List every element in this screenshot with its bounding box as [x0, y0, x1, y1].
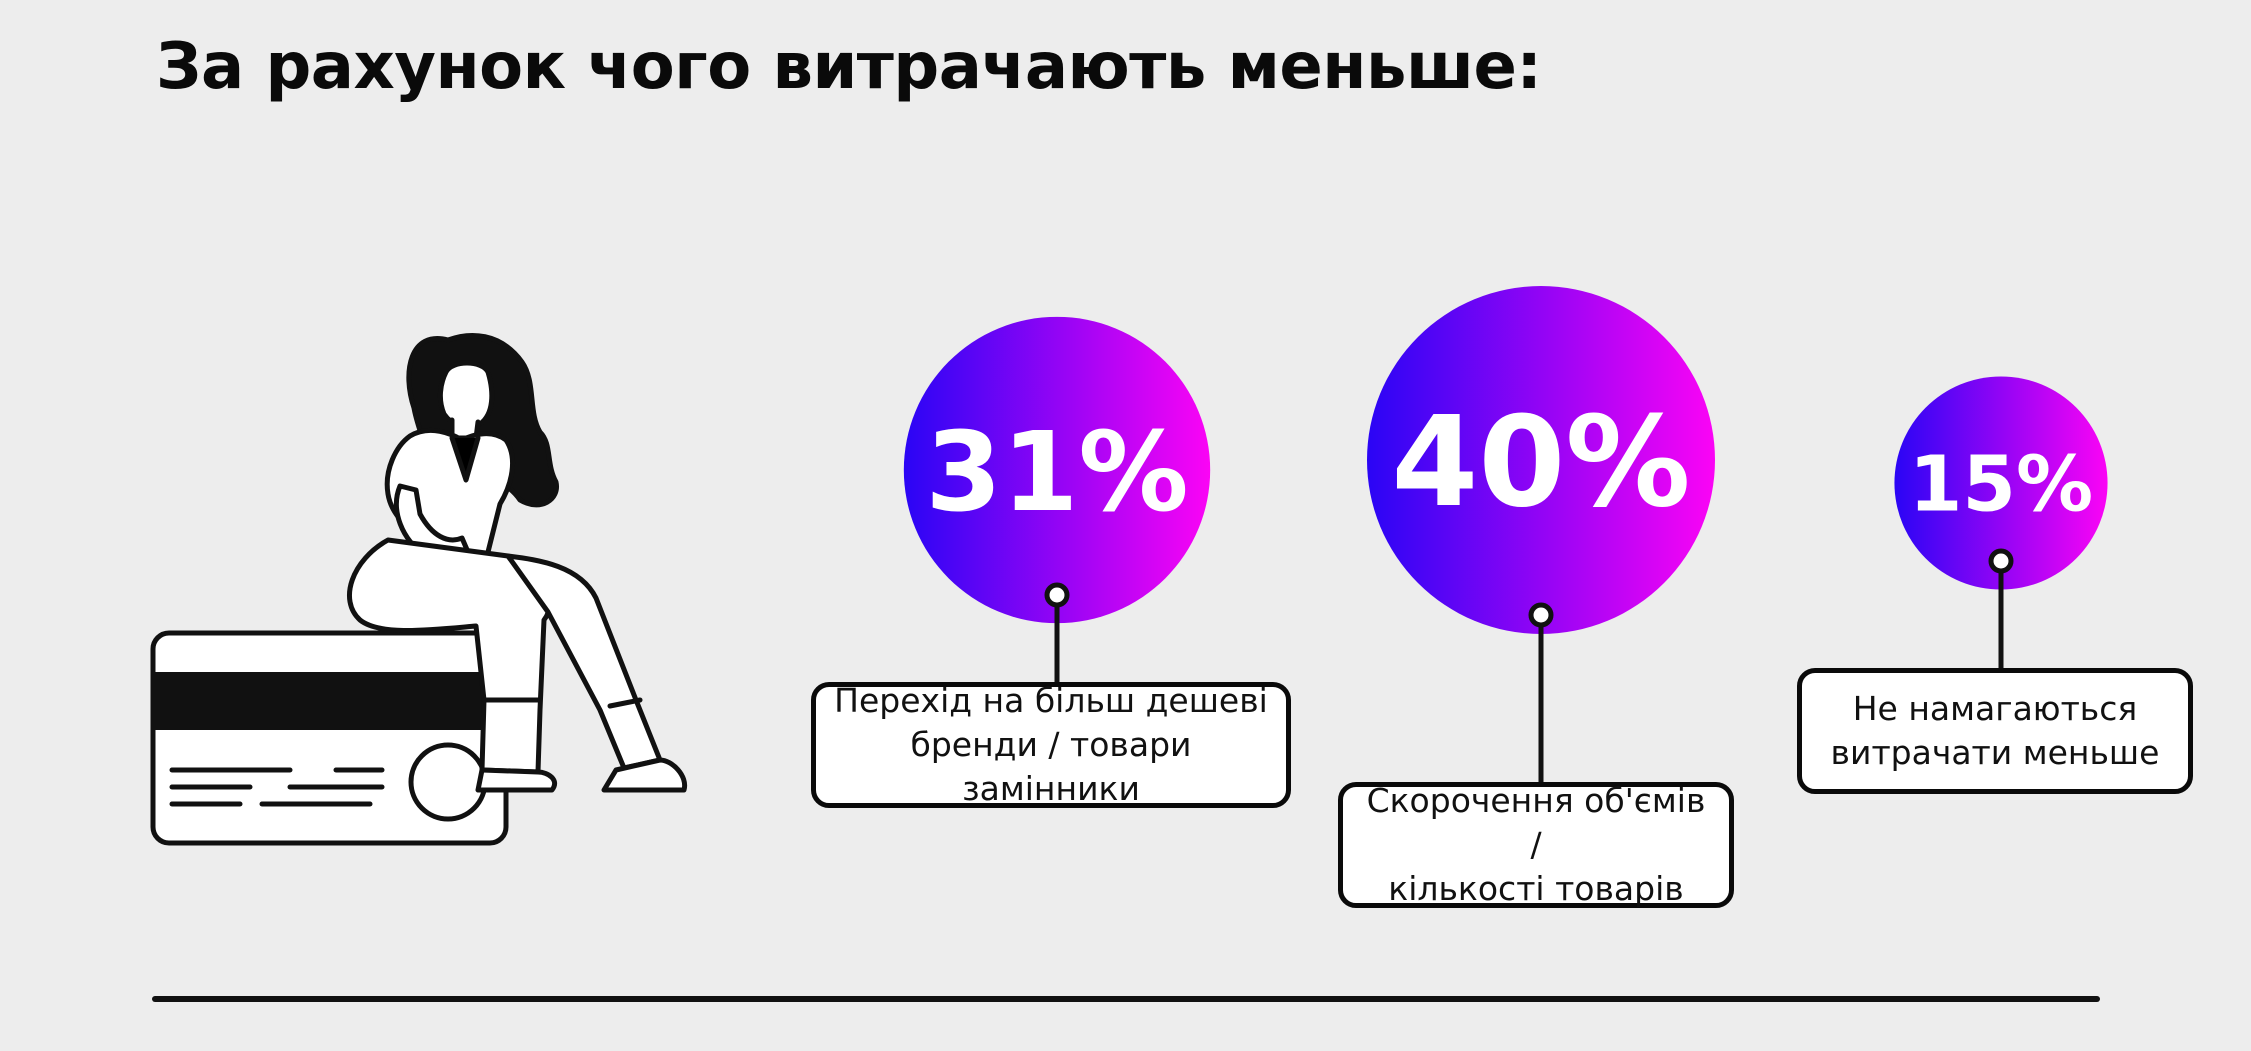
credit-card-illustration	[150, 630, 509, 846]
bubble-value-1: 31%	[925, 408, 1188, 536]
caption-label-1: Перехід на більш дешеві бренди / товари …	[834, 681, 1268, 808]
bubble-2	[1367, 286, 1715, 634]
bottom-divider	[152, 996, 2100, 1002]
caption-label-2: Скорочення об'ємів / кількості товарів	[1366, 781, 1706, 908]
caption-label-3: Не намагаються витрачати меньше	[1830, 689, 2160, 772]
bubble-group: 31% 40% 15%	[903, 286, 2108, 782]
woman-sitting-illustration	[347, 333, 688, 793]
bubble-value-3: 15%	[1909, 441, 2093, 530]
page-title: За рахунок чого витрачають меньше:	[156, 30, 1542, 104]
connector-dot-1	[1044, 582, 1070, 608]
caption-box-3: Не намагаються витрачати меньше	[1797, 668, 2193, 794]
connector-dot-2	[1528, 602, 1554, 628]
connector-dot-3	[1988, 548, 2014, 574]
bubble-value-2: 40%	[1391, 390, 1690, 535]
caption-box-2: Скорочення об'ємів / кількості товарів	[1338, 781, 1734, 908]
bubble-1	[903, 316, 1211, 624]
caption-box-1: Перехід на більш дешеві бренди / товари …	[811, 681, 1291, 808]
bubble-3	[1894, 376, 2108, 590]
